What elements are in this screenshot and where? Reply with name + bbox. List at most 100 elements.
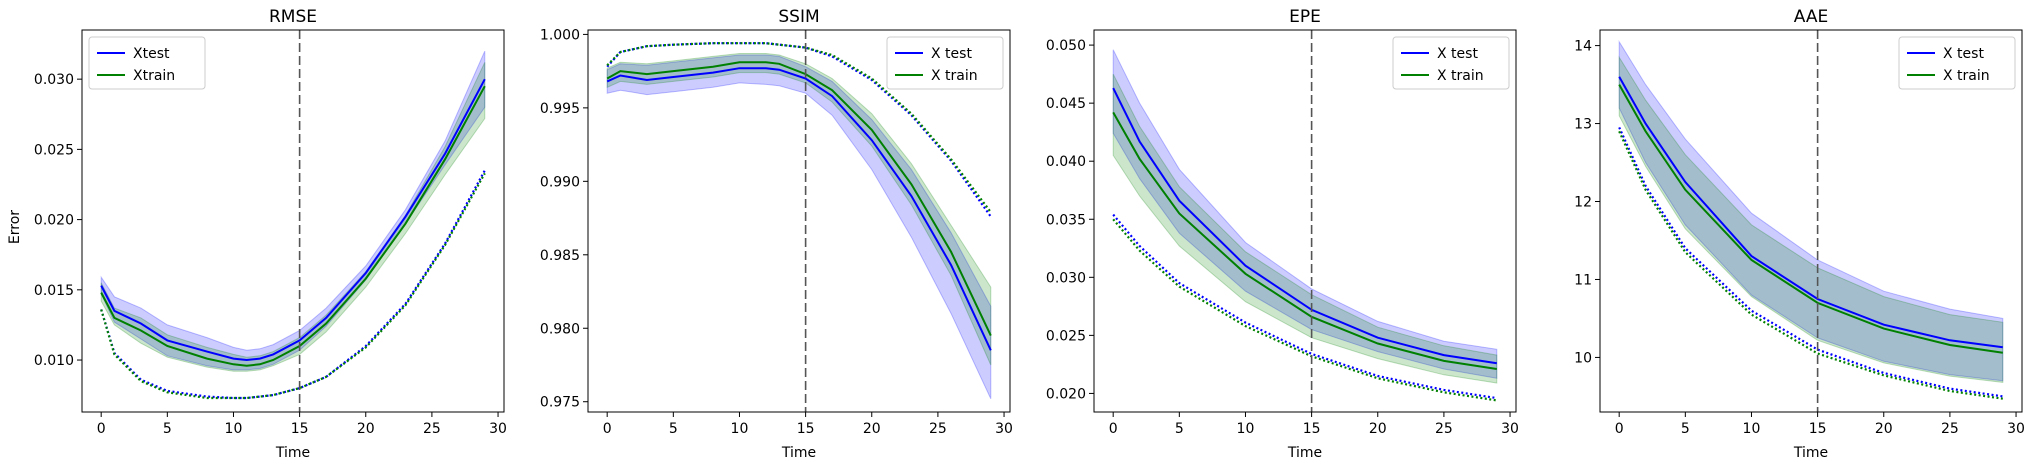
dotted-line-test <box>100 169 486 400</box>
dotted-line-test <box>1618 126 2003 398</box>
panel-ssim: 0 5 10 15 20 25 30 0.975 0.980 0.985 0.990 0.995 1.0… <box>540 7 1013 461</box>
band-train <box>1618 55 2004 383</box>
legend-label-train: X train <box>1943 68 1990 84</box>
x-axis-label: Time <box>781 445 816 461</box>
y-tick-label: 0.040 <box>1046 154 1086 170</box>
x-tick-label: 0 <box>97 421 106 437</box>
dotted-line-train <box>1112 218 1497 402</box>
x-tick-label: 0 <box>1109 421 1118 437</box>
x-axis-label: Time <box>1793 445 1828 461</box>
chart-title: RMSE <box>269 7 317 27</box>
dotted-line-train <box>100 172 486 400</box>
legend: X test X train <box>1392 36 1510 90</box>
y-tick-label: 0.050 <box>1046 38 1086 54</box>
x-tick-label: 30 <box>995 421 1013 437</box>
legend-label-test: X test <box>1437 46 1478 62</box>
y-tick-label: 0.990 <box>540 174 580 190</box>
y-tick-label: 0.020 <box>1046 386 1086 402</box>
x-tick-label: 5 <box>1175 421 1184 437</box>
legend: X test X train <box>1898 36 2016 90</box>
legend-label-test: X test <box>931 46 972 62</box>
y-tick-label: 11 <box>1574 272 1592 288</box>
x-tick-label: 0 <box>1615 421 1624 437</box>
x-tick-label: 5 <box>669 421 678 437</box>
y-tick-label: 0.015 <box>34 283 74 299</box>
mean-line-train <box>1618 84 2003 354</box>
dotted-line-test <box>1112 213 1497 400</box>
band-train <box>1112 73 1498 384</box>
x-tick-label: 30 <box>2007 421 2025 437</box>
x-tick-label: 15 <box>1809 421 1827 437</box>
panel-aae: 0 5 10 15 20 25 30 10 11 12 13 14 AAE Time X test X tra… <box>1574 7 2025 461</box>
x-tick-label: 25 <box>929 421 947 437</box>
x-tick-label: 15 <box>291 421 309 437</box>
panel-epe: 0 5 10 15 20 25 30 0.020 0.025 0.030 0.035 0.040 0.0… <box>1046 7 1519 461</box>
x-tick-label: 25 <box>423 421 441 437</box>
x-tick-label: 5 <box>163 421 172 437</box>
band-train <box>100 62 486 372</box>
y-tick-label: 0.020 <box>34 213 74 229</box>
legend: X test X train <box>886 36 1004 90</box>
x-tick-label: 15 <box>797 421 815 437</box>
plot-frame <box>587 29 1011 413</box>
x-tick-label: 30 <box>1501 421 1519 437</box>
dotted-line-train <box>606 42 992 213</box>
x-tick-label: 25 <box>1941 421 1959 437</box>
y-tick-label: 14 <box>1574 39 1592 55</box>
x-tick-label: 25 <box>1435 421 1453 437</box>
x-axis-label: Time <box>275 445 310 461</box>
plot-frame <box>1599 29 2023 413</box>
chart-title: SSIM <box>778 7 819 27</box>
legend-label-train: X train <box>931 68 978 84</box>
x-tick-label: 10 <box>731 421 749 437</box>
mean-line-test <box>1618 76 2003 349</box>
mean-line-test <box>606 67 992 351</box>
dotted-line-train <box>1618 130 2003 400</box>
y-tick-label: 12 <box>1574 195 1592 211</box>
plot-frame <box>81 29 505 413</box>
y-axis-label: Error <box>7 210 23 244</box>
y-tick-label: 0.025 <box>34 142 74 158</box>
mean-line-train <box>1112 111 1497 370</box>
y-tick-label: 0.980 <box>540 321 580 337</box>
x-tick-label: 20 <box>863 421 881 437</box>
legend-label-test: Xtest <box>133 46 170 62</box>
y-tick-label: 0.010 <box>34 353 74 369</box>
legend-label-train: X train <box>1437 68 1484 84</box>
mean-line-train <box>100 85 486 367</box>
chart-title: EPE <box>1289 7 1321 27</box>
y-tick-label: 0.030 <box>1046 270 1086 286</box>
y-tick-label: 0.995 <box>540 101 580 117</box>
panel-rmse: 0 5 10 15 20 25 30 0.010 0.015 0.020 0.025 0.030 RMS… <box>34 7 507 461</box>
x-tick-label: 20 <box>1875 421 1893 437</box>
y-tick-label: 13 <box>1574 117 1592 133</box>
x-tick-label: 5 <box>1681 421 1690 437</box>
band-train <box>606 53 992 366</box>
x-tick-label: 20 <box>1369 421 1387 437</box>
y-tick-label: 0.030 <box>34 72 74 88</box>
mean-line-train <box>606 61 992 337</box>
y-tick-label: 0.045 <box>1046 96 1086 112</box>
x-tick-label: 10 <box>1237 421 1255 437</box>
x-tick-label: 10 <box>1743 421 1761 437</box>
x-axis-label: Time <box>1287 445 1322 461</box>
x-tick-label: 15 <box>1303 421 1321 437</box>
band-test <box>100 50 486 371</box>
x-tick-label: 20 <box>357 421 375 437</box>
y-tick-label: 0.985 <box>540 248 580 264</box>
x-tick-label: 0 <box>603 421 612 437</box>
y-tick-label: 0.975 <box>540 395 580 411</box>
y-tick-label: 1.000 <box>540 27 580 43</box>
x-tick-label: 30 <box>489 421 507 437</box>
y-tick-label: 0.025 <box>1046 328 1086 344</box>
legend: Xtest Xtrain <box>88 36 206 90</box>
band-test <box>606 54 992 400</box>
y-tick-label: 10 <box>1574 350 1592 366</box>
legend-label-train: Xtrain <box>133 68 175 84</box>
mean-line-test <box>100 78 486 362</box>
y-tick-label: 0.035 <box>1046 212 1086 228</box>
plot-frame <box>1093 29 1517 413</box>
chart-title: AAE <box>1794 7 1828 27</box>
mean-line-test <box>1112 87 1497 365</box>
